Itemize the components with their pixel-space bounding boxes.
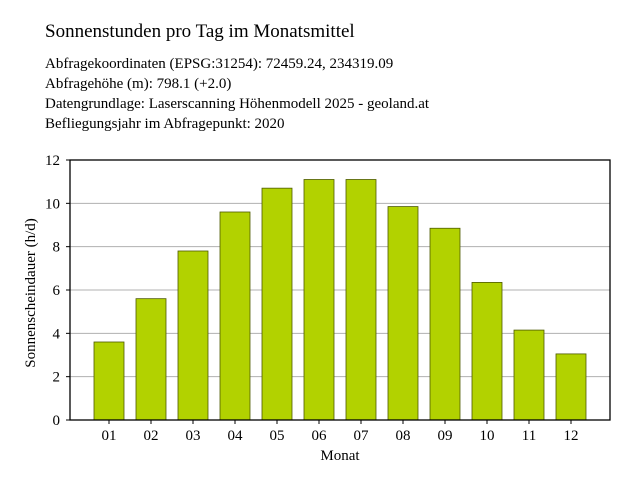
bar-05 (261, 187, 293, 421)
query-elevation: Abfragehöhe (m): 798.1 (+2.0) (45, 76, 232, 92)
x-tick-label: 12 (564, 428, 579, 444)
y-axis-ticks: 0 2 4 6 8 10 12 (45, 153, 70, 429)
y-tick-label: 2 (53, 370, 61, 386)
bar-12 (555, 353, 587, 421)
x-tick-label: 08 (396, 428, 411, 444)
bar-04 (219, 211, 251, 421)
y-tick-label: 12 (45, 153, 60, 169)
bar-09 (429, 227, 461, 421)
chart-title: Sonnenstunden pro Tag im Monatsmittel (45, 21, 355, 42)
bar-06 (303, 179, 335, 421)
x-tick-label: 05 (270, 428, 285, 444)
bar-08 (387, 206, 419, 421)
bar-01 (93, 341, 125, 421)
bar-03 (177, 250, 209, 421)
x-tick-label: 10 (480, 428, 495, 444)
bar-07 (345, 179, 377, 421)
y-tick-label: 8 (53, 240, 61, 256)
bars (93, 179, 587, 421)
y-tick-label: 0 (53, 413, 61, 429)
x-tick-label: 03 (186, 428, 201, 444)
query-coordinates: Abfragekoordinaten (EPSG:31254): 72459.2… (45, 56, 394, 72)
x-axis-ticks: 01 02 03 04 05 06 07 08 09 10 11 12 (102, 420, 579, 444)
y-tick-label: 6 (53, 283, 61, 299)
y-axis-label: Sonnenscheindauer (h/d) (23, 218, 39, 368)
x-tick-label: 11 (522, 428, 536, 444)
x-tick-label: 02 (144, 428, 159, 444)
x-tick-label: 01 (102, 428, 117, 444)
data-source: Datengrundlage: Laserscanning Höhenmodel… (45, 96, 430, 112)
bar-02 (135, 298, 167, 421)
x-tick-label: 07 (354, 428, 370, 444)
y-tick-label: 4 (53, 326, 61, 342)
bar-10 (471, 282, 503, 421)
x-tick-label: 04 (228, 428, 244, 444)
x-tick-label: 06 (312, 428, 328, 444)
x-tick-label: 09 (438, 428, 453, 444)
x-axis-label: Monat (320, 448, 360, 464)
y-tick-label: 10 (45, 196, 60, 212)
bar-11 (513, 329, 545, 421)
flight-year: Befliegungsjahr im Abfragepunkt: 2020 (45, 116, 285, 132)
